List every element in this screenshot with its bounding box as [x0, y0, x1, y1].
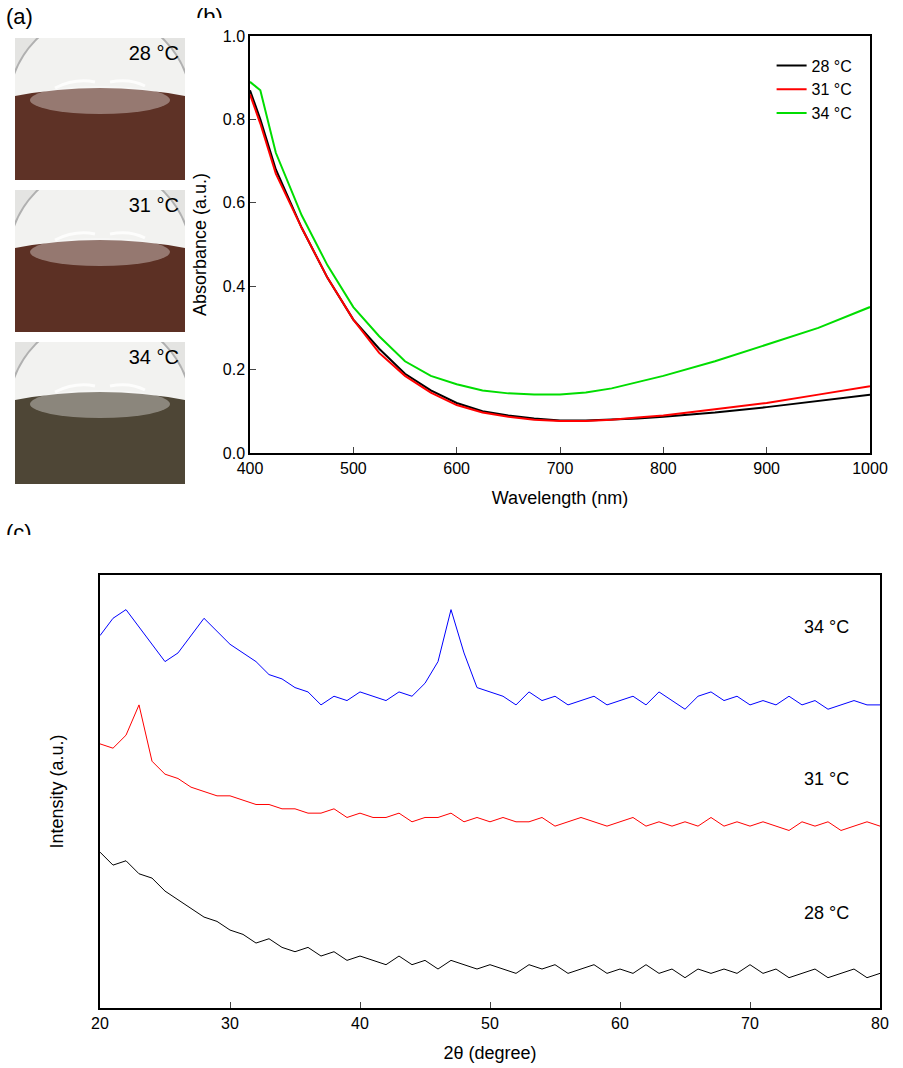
svg-text:0.6: 0.6: [223, 194, 245, 211]
svg-text:28 °C: 28 °C: [812, 58, 852, 75]
svg-text:30: 30: [221, 1015, 239, 1032]
svg-text:80: 80: [871, 1015, 889, 1032]
svg-text:60: 60: [611, 1015, 629, 1032]
svg-text:0.0: 0.0: [223, 445, 245, 462]
svg-text:900: 900: [753, 460, 780, 477]
svg-text:Wavelength (nm): Wavelength (nm): [492, 488, 628, 508]
svg-text:20: 20: [91, 1015, 109, 1032]
svg-text:31 °C: 31 °C: [812, 81, 852, 98]
svg-text:1000: 1000: [852, 460, 888, 477]
svg-text:34 °C: 34 °C: [804, 617, 849, 637]
svg-text:500: 500: [340, 460, 367, 477]
svg-text:600: 600: [443, 460, 470, 477]
html-text:(c): (c): [6, 520, 32, 545]
html-text:34 °C: 34 °C: [128, 346, 179, 368]
html-text:(a): (a): [6, 4, 33, 29]
svg-text:Absorbance (a.u.): Absorbance (a.u.): [190, 173, 210, 316]
svg-text:31 °C: 31 °C: [804, 769, 849, 789]
svg-text:40: 40: [351, 1015, 369, 1032]
svg-text:70: 70: [741, 1015, 759, 1032]
svg-text:0.8: 0.8: [223, 111, 245, 128]
svg-text:34 °C: 34 °C: [812, 105, 852, 122]
svg-text:28 °C: 28 °C: [804, 903, 849, 923]
html-text:28 °C: 28 °C: [128, 42, 179, 64]
svg-text:2θ (degree): 2θ (degree): [443, 1043, 536, 1063]
svg-text:50: 50: [481, 1015, 499, 1032]
svg-text:700: 700: [547, 460, 574, 477]
svg-text:800: 800: [650, 460, 677, 477]
svg-text:0.4: 0.4: [223, 278, 245, 295]
html-text:(b): (b): [196, 4, 223, 29]
html-text:31 °C: 31 °C: [128, 194, 179, 216]
svg-text:0.2: 0.2: [223, 361, 245, 378]
svg-text:Intensity (a.u.): Intensity (a.u.): [47, 734, 67, 848]
svg-text:1.0: 1.0: [223, 28, 245, 45]
svg-text:400: 400: [237, 460, 264, 477]
